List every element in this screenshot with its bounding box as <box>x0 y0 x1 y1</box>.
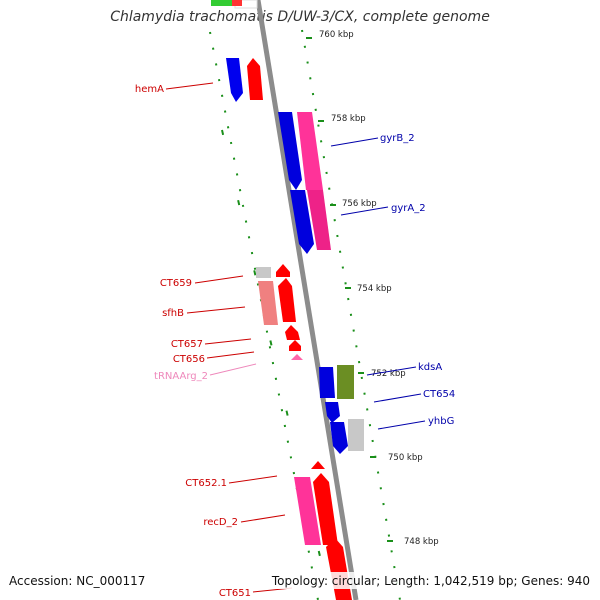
gene-label-trna: tRNAArg_2 <box>154 371 208 382</box>
gene-CT659-red <box>276 264 290 277</box>
gene-recD_2-red <box>313 473 338 545</box>
gene-gyrA-pink <box>307 190 331 250</box>
tick-label: 752 kbp <box>371 369 406 379</box>
gene-CT657 <box>285 325 300 340</box>
gene-yhbG-blue <box>330 422 348 454</box>
dotted-track-right <box>301 29 401 600</box>
trna-leader-line <box>209 363 257 376</box>
gene-label: CT659 <box>160 278 192 289</box>
gene-label: CT657 <box>171 339 203 350</box>
gene-kdsA-blue <box>319 367 335 398</box>
gene-yhbG-grey <box>348 419 364 451</box>
gene-label: sfhB <box>162 308 184 319</box>
gene-gyrB-pink <box>297 112 323 190</box>
gene-gyrA-blue <box>290 190 314 254</box>
gene-CT652.1 <box>311 461 325 469</box>
gene-sfhB-red <box>278 278 296 322</box>
gene-label: CT654 <box>423 389 455 400</box>
map-title: Chlamydia trachomatis D/UW-3/CX, complet… <box>110 9 490 25</box>
right-gene-labels: gyrB_2 gyrA_2 kdsA CT654 yhbG <box>380 133 455 427</box>
gene-label: kdsA <box>418 362 442 373</box>
gene-tRNAArg_2 <box>291 354 303 360</box>
gene-label: CT651 <box>219 588 251 599</box>
gene-kdsA-olive <box>337 365 354 399</box>
left-gene-labels: hemA CT659 sfhB CT657 CT656 CT652.1 recD… <box>135 84 251 599</box>
left-leader-lines <box>165 82 293 593</box>
gene-CT654-blue <box>325 402 340 423</box>
genome-summary: Topology: circular; Length: 1,042,519 bp… <box>271 574 590 588</box>
tick-labels: 760 kbp 758 kbp 756 kbp 754 kbp 752 kbp … <box>319 30 439 547</box>
genome-backbone <box>255 0 359 600</box>
gene-label: gyrB_2 <box>380 133 415 144</box>
gene-label: hemA <box>135 84 164 95</box>
tick-label: 750 kbp <box>388 453 423 463</box>
gene-CT656 <box>289 340 301 351</box>
tick-label: 758 kbp <box>331 114 366 124</box>
gene-hemA-forward <box>247 58 263 100</box>
tick-label: 748 kbp <box>404 537 439 547</box>
footer-backing <box>270 572 600 589</box>
gene-recD_2-pink <box>294 477 321 545</box>
gene-label: recD_2 <box>203 517 238 528</box>
gene-label: CT652.1 <box>185 478 227 489</box>
accession-label: Accession: NC_000117 <box>9 574 146 588</box>
right-leader-lines <box>330 137 426 430</box>
gene-label: CT656 <box>173 354 205 365</box>
tick-label: 756 kbp <box>342 199 377 209</box>
gene-CT659-grey <box>256 267 271 278</box>
gene-label: gyrA_2 <box>391 203 426 214</box>
gene-label: yhbG <box>428 416 454 427</box>
gene-top-red <box>232 0 242 6</box>
gene-gyrB-blue <box>278 112 302 190</box>
tick-label: 760 kbp <box>319 30 354 40</box>
gene-top-green <box>211 0 235 6</box>
gene-sfhB-light <box>258 281 278 325</box>
gene-hemA-reverse <box>226 58 243 102</box>
tick-label: 754 kbp <box>357 284 392 294</box>
tick-marks <box>306 37 393 542</box>
